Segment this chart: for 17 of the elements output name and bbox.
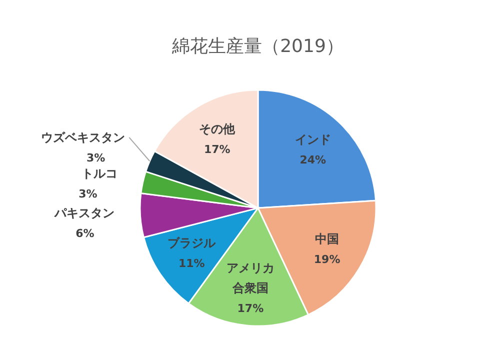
slice-label: トルコ — [81, 166, 118, 180]
slice-label: ブラジル — [168, 236, 217, 250]
data-label: 17% — [204, 142, 230, 156]
slice-label: 中国 — [315, 232, 340, 246]
slice-label: その他 — [199, 122, 236, 136]
slice-label: アメリカ合衆国 — [226, 260, 274, 295]
slice-label: パキスタン — [53, 206, 114, 220]
data-label: 11% — [178, 257, 205, 270]
data-label: 3% — [86, 151, 106, 164]
chart-title: 綿花生産量（2019） — [171, 36, 344, 57]
data-label: 17% — [237, 302, 264, 315]
slice-label: ウズベキスタン — [41, 130, 126, 144]
data-label: 3% — [78, 187, 98, 200]
data-label: 24% — [300, 154, 326, 167]
data-label: 19% — [314, 252, 340, 266]
slice-label: インド — [294, 132, 331, 147]
data-label: 6% — [76, 226, 94, 240]
